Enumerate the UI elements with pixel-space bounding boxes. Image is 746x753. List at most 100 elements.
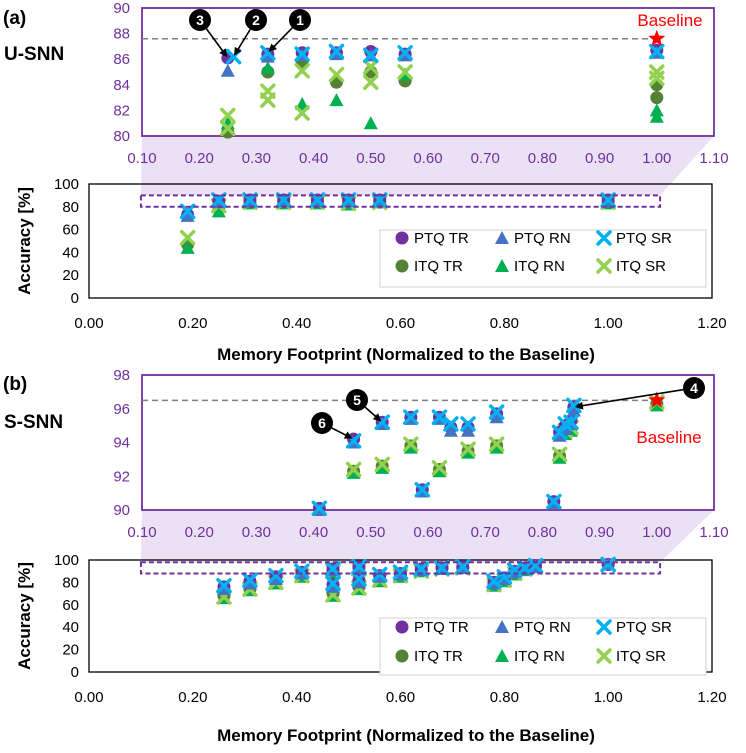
panel-a-zoom-point-ptq-rn <box>260 49 275 63</box>
panel-a-zoom-point-itq-sr <box>363 74 379 90</box>
panel-a: (a) U-SNN 0 20 40 60 80 100 0.00 0.20 0.40 0.60 0.… <box>3 0 729 364</box>
panel-b-main-point-ptq-sr <box>216 578 232 594</box>
panel-b-zoom-point-ptq-sr-stroke-2 <box>311 500 328 517</box>
panel-a-main-xtick: 1.20 <box>697 315 726 332</box>
panel-a-zoom-connector <box>140 136 714 196</box>
panel-b-zoom-point-ptq-sr-stroke-2 <box>488 404 505 420</box>
panel-b-zoom-xtick: 0.10 <box>127 524 156 541</box>
panel-b-zoom-xtick: 0.30 <box>242 524 271 541</box>
panel-b-legend-marker-ptq-rn <box>495 620 509 633</box>
panel-b-main-point-ptq-sr <box>600 556 616 573</box>
panel-b-zoom-xtick: 0.40 <box>299 524 328 541</box>
panel-b-zoom-point-itq-rn <box>346 465 361 479</box>
panel-b-main-xtick: 0.80 <box>490 689 519 706</box>
panel-b-main-point-ptq-sr-stroke-2 <box>351 558 367 575</box>
panel-a-zoom-ytick: 84 <box>113 77 130 94</box>
panel-b-main-point-ptq-sr <box>455 558 471 575</box>
panel-b-zoom-point-ptq-rn <box>566 403 581 417</box>
panel-b-zoom-point-itq-sr-stroke-2 <box>488 436 505 452</box>
panel-b-main-point-ptq-sr-stroke-2 <box>268 567 284 584</box>
panel-b-main-ytick: 80 <box>62 574 79 591</box>
panel-b-zoom-point-itq-rn <box>375 460 390 474</box>
panel-b-zoom-ytick: 92 <box>113 468 130 485</box>
panel-b-main-point-ptq-sr <box>325 561 341 577</box>
panel-b-annotation-6: 6 <box>311 412 353 439</box>
panel-a-zoom-point-ptq-sr-stroke-2 <box>397 45 413 61</box>
panel-b-main-point-ptq-sr-stroke-2 <box>216 578 232 594</box>
panel-b-legend: PTQ TR PTQ RN PTQ SR ITQ TR ITQ RN ITQ SR <box>379 617 707 676</box>
panel-b-zoom-ytick: 96 <box>113 401 130 418</box>
panel-b-annotation-arrow <box>331 427 348 437</box>
panel-b-zoom-point-itq-sr-stroke-2 <box>345 461 362 478</box>
panel-a-annotation-circle <box>189 9 211 31</box>
panel-a-model-label: U-SNN <box>4 44 64 65</box>
panel-a-legend-label: ITQ TR <box>414 258 463 275</box>
panel-b-main-point-ptq-sr-stroke-2 <box>527 557 544 574</box>
panel-a-main-xtick: 0.20 <box>178 315 207 332</box>
panel-b-main-xtick: 0.40 <box>282 689 311 706</box>
panel-b-legend-label: PTQ SR <box>616 619 672 636</box>
panel-b-zoom-point-itq-rn <box>649 398 664 412</box>
panel-a-zoom-xtick: 0.10 <box>127 150 156 167</box>
panel-a-baseline-star <box>648 29 666 46</box>
panel-b-zoom-point-itq-sr <box>460 441 476 457</box>
panel-a-zoom-ytick: 80 <box>113 128 130 145</box>
panel-a-legend: PTQ TR PTQ RN PTQ SR ITQ TR ITQ RN ITQ SR <box>379 229 707 288</box>
panel-b-zoom-xtick: 1.10 <box>699 524 728 541</box>
panel-b-zoom-connector <box>140 510 714 563</box>
panel-b-legend-marker-ptq-sr-stroke-2 <box>596 619 612 635</box>
panel-b-legend-label: PTQ TR <box>414 619 469 636</box>
panel-b-main-point-ptq-rn <box>326 579 341 593</box>
panel-b-legend-marker-itq-sr-stroke-2 <box>596 648 612 664</box>
panel-a-main-point-ptq-rn <box>180 208 195 222</box>
panel-a-label: (a) <box>3 8 26 29</box>
panel-b-baseline-star <box>648 391 666 408</box>
panel-b-model-label: S-SNN <box>4 412 63 433</box>
panel-b-main-point-ptq-sr <box>413 561 430 577</box>
panel-b-legend-marker-itq-sr <box>596 648 612 664</box>
panel-a-main-point-ptq-sr <box>600 192 616 208</box>
panel-b-zoom-point-ptq-rn <box>489 410 504 424</box>
panel-a-annotation-3: 3 <box>189 9 228 58</box>
panel-b-annotation-arrowhead <box>372 413 382 422</box>
panel-a-legend-marker-itq-sr <box>596 258 612 274</box>
panel-a-xlabel: Memory Footprint (Normalized to the Base… <box>217 345 595 364</box>
panel-a-main-point-ptq-sr-stroke-2 <box>179 203 196 220</box>
panel-a-zoom-xtick: 0.50 <box>356 150 385 167</box>
panel-b-label: (b) <box>3 374 27 395</box>
panel-a-legend-marker-itq-sr-stroke-2 <box>596 258 612 274</box>
panel-a-zoom-xtick: 0.70 <box>471 150 500 167</box>
panel-a-zoom-point-ptq-sr <box>294 46 310 62</box>
panel-b-main-ytick: 100 <box>54 552 79 569</box>
panel-a-legend-marker-ptq-rn <box>495 231 509 244</box>
panel-b-zoom-point-itq-sr <box>488 436 505 452</box>
panel-a-main-point-ptq-sr <box>179 203 196 220</box>
panel-a-annotation-arrowhead <box>234 46 242 56</box>
panel-a-zoom-ytick: 88 <box>113 26 130 43</box>
panel-a-zoom-point-itq-sr-stroke-2 <box>649 64 665 80</box>
panel-b-main-point-ptq-sr <box>268 567 284 584</box>
panel-a-zoom-points <box>220 43 665 139</box>
panel-b-main-point-ptq-sr <box>486 573 502 590</box>
panel-a-zoom-xtick: 0.20 <box>185 150 214 167</box>
panel-b: (b) S-SNN 0 20 40 60 80 100 0.00 0.20 0.40 0.60 0.… <box>3 367 729 745</box>
panel-a-zoom-point-itq-sr <box>294 105 310 121</box>
panel-a-zoom-xtick: 0.30 <box>242 150 271 167</box>
panel-b-legend-marker-itq-rn <box>495 649 509 662</box>
panel-b-zoom-point-itq-sr <box>345 461 362 478</box>
panel-a-zoom-point-ptq-sr-stroke-2 <box>363 47 379 64</box>
panel-a-zoom-xtick: 0.40 <box>299 150 328 167</box>
panel-a-main-ytick: 80 <box>62 199 79 216</box>
panel-b-zoom-point-itq-rn <box>489 440 504 454</box>
panel-b-zoom-point-itq-rn <box>403 440 418 454</box>
panel-a-annotation-number: 1 <box>296 12 304 28</box>
panel-b-main-xtick: 0.20 <box>178 689 207 706</box>
panel-b-zoom-point-itq-sr <box>431 460 448 476</box>
panel-a-zoom-point-itq-sr <box>220 107 236 124</box>
panel-b-zoom-point-ptq-sr-stroke-2 <box>443 416 459 432</box>
panel-a-legend-label: PTQ RN <box>514 230 571 247</box>
panel-b-annotation-arrow <box>364 406 378 419</box>
panel-b-main-point-ptq-sr-stroke-2 <box>486 573 502 590</box>
panel-b-main-point-ptq-sr-stroke-2 <box>242 572 258 588</box>
panel-a-zoom-point-itq-sr <box>649 64 665 80</box>
